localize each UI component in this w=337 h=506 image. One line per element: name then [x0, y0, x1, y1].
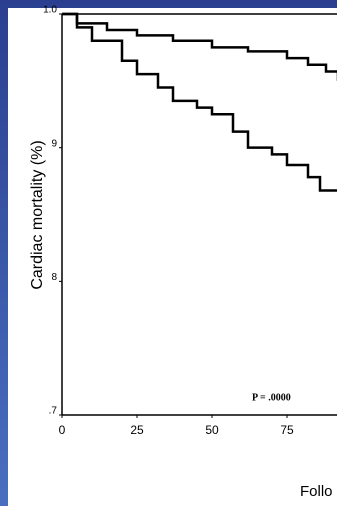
y-tick-label: .7: [49, 406, 58, 417]
survival-curve: [62, 12, 337, 81]
survival-curve: [62, 12, 337, 192]
x-tick-label: 25: [130, 423, 144, 437]
x-tick-label: 75: [280, 423, 294, 437]
y-tick-label: 9: [51, 138, 57, 149]
y-tick-label: 8: [51, 272, 57, 283]
y-axis-label: Cardiac mortality (%): [29, 140, 46, 289]
x-axis-label: Follo: [300, 483, 333, 500]
y-tick-label: 1.0: [43, 5, 57, 16]
annotation: P = .0000: [252, 392, 291, 403]
x-tick-label: 50: [205, 423, 219, 437]
x-tick-label: 0: [59, 423, 66, 437]
